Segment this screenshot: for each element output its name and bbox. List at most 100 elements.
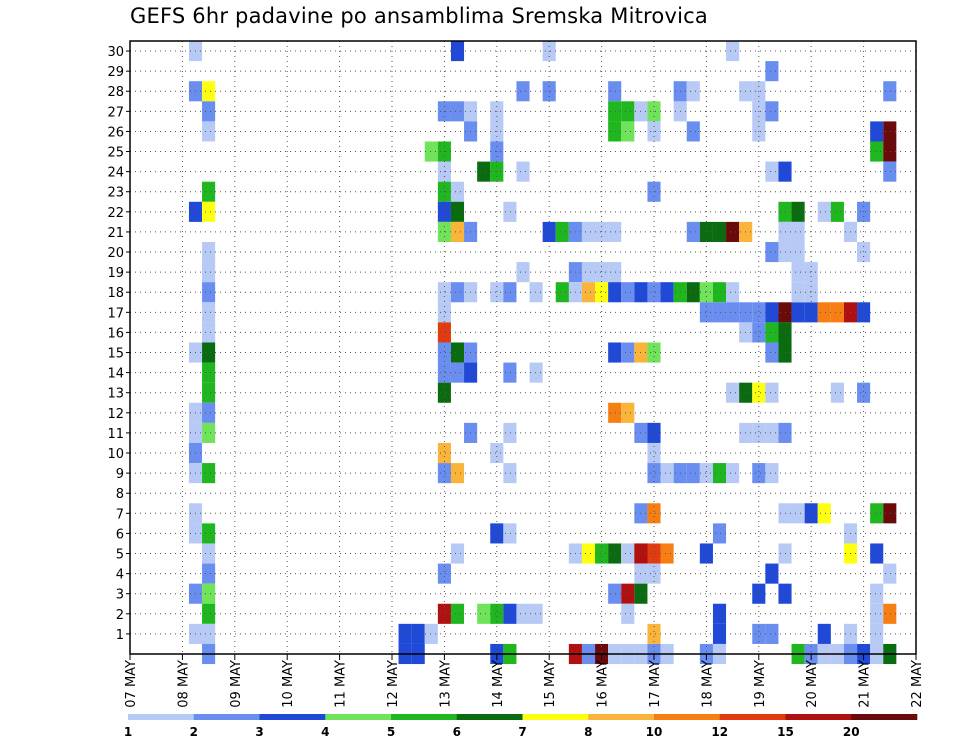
y-tick-label: 6 [116, 527, 124, 542]
y-tick-label: 26 [107, 125, 124, 140]
legend-swatch [785, 714, 852, 720]
heatmap-cell [726, 463, 740, 484]
x-tick-label: 14 MAY [491, 660, 506, 708]
heatmap-cell [202, 342, 216, 363]
legend-swatch [588, 714, 655, 720]
heatmap-cell [437, 342, 451, 363]
heatmap-cell [503, 362, 517, 383]
y-tick-label: 23 [107, 186, 124, 201]
y-tick-label: 11 [107, 427, 124, 442]
y-tick-label: 20 [107, 246, 124, 261]
heatmap-cell [503, 282, 517, 303]
heatmap-cell [503, 422, 517, 443]
heatmap-cell [202, 81, 216, 102]
y-tick-label: 19 [107, 266, 124, 281]
heatmap-cell [202, 543, 216, 564]
heatmap-cell [647, 422, 661, 443]
y-tick-label: 13 [107, 387, 124, 402]
heatmap-cell [202, 523, 216, 544]
heatmap-cell [450, 101, 465, 122]
y-tick-label: 27 [107, 105, 124, 120]
heatmap-cell [608, 101, 622, 122]
x-tick-label: 18 MAY [700, 660, 715, 708]
heatmap-cell [608, 81, 622, 102]
tick-layer: 1234567891011121314151617181920212223242… [107, 45, 925, 708]
heatmap-cell [608, 221, 622, 242]
heatmap-cell [437, 382, 451, 403]
x-tick-label: 13 MAY [438, 660, 453, 708]
heatmap-cell [202, 463, 216, 484]
heatmap-cell [450, 543, 465, 564]
y-tick-label: 29 [107, 65, 124, 80]
heatmap-cell [529, 282, 543, 303]
heatmap-cell [883, 563, 897, 584]
heatmap-cell [437, 302, 451, 323]
heatmap-cell [686, 221, 700, 242]
heatmap-cell [647, 342, 661, 363]
heatmap-cell [857, 302, 871, 323]
heatmap-cell [830, 201, 844, 222]
y-tick-label: 18 [107, 286, 124, 301]
heatmap-cell [581, 262, 596, 283]
heatmap-cell [503, 603, 517, 624]
heatmap-cell [686, 121, 700, 142]
heatmap-cell [791, 262, 805, 283]
legend-label: 7 [518, 725, 526, 739]
heatmap-cell [686, 81, 700, 102]
heatmap-cell [555, 221, 569, 242]
heatmap-cell [817, 623, 831, 644]
legend-swatch [851, 714, 918, 720]
x-tick-label: 17 MAY [648, 660, 663, 708]
heatmap-cell [752, 422, 766, 443]
y-tick-label: 17 [107, 306, 124, 321]
heatmap-cell [791, 503, 805, 524]
heatmap-cell [870, 121, 884, 142]
legend-swatch [522, 714, 589, 720]
heatmap-cell [608, 543, 622, 564]
heatmap-cell [621, 603, 635, 624]
heatmap-cell [437, 442, 451, 464]
heatmap-cell [804, 262, 818, 283]
heatmap-cell [765, 61, 779, 82]
heatmap-cell [883, 603, 897, 624]
heatmap-cell [477, 603, 491, 624]
y-tick-label: 10 [107, 447, 124, 462]
heatmap-cell [581, 282, 596, 303]
heatmap-cell [516, 161, 530, 182]
chart-title: GEFS 6hr padavine po ansamblima Sremska … [130, 4, 708, 28]
heatmap-cell [595, 543, 609, 564]
heatmap-cell [686, 282, 700, 303]
heatmap-cell [621, 342, 635, 363]
heatmap-cell [516, 81, 530, 102]
heatmap-cell [870, 543, 884, 564]
heatmap-cell [450, 221, 465, 242]
legend-label: 12 [711, 725, 728, 739]
heatmap-cell [830, 382, 844, 403]
legend-swatch [654, 714, 721, 720]
grid-layer [130, 41, 916, 654]
heatmap-cell [752, 623, 766, 644]
heatmap-cell [581, 543, 596, 564]
heatmap-cell [608, 583, 622, 604]
heatmap-cell [503, 201, 517, 222]
heatmap-cell [450, 463, 465, 484]
heatmap-cell [765, 161, 779, 182]
heatmap-cell [804, 282, 818, 303]
legend-swatch [456, 714, 523, 720]
heatmap-cell [608, 262, 622, 283]
heatmap-cell [595, 282, 609, 303]
heatmap-cell [202, 262, 216, 283]
heatmap-cell [450, 201, 465, 222]
heatmap-cell [660, 463, 674, 484]
heatmap-cell [857, 241, 871, 263]
legend-label: 8 [584, 725, 592, 739]
heatmap-cell [752, 302, 766, 323]
heatmap-cell [608, 121, 622, 142]
heatmap-cell [450, 342, 465, 363]
y-tick-label: 28 [107, 85, 124, 100]
heatmap-cell [437, 603, 451, 624]
heatmap-cell [202, 563, 216, 584]
heatmap-cell [437, 322, 451, 343]
heatmap-cell [202, 422, 216, 443]
